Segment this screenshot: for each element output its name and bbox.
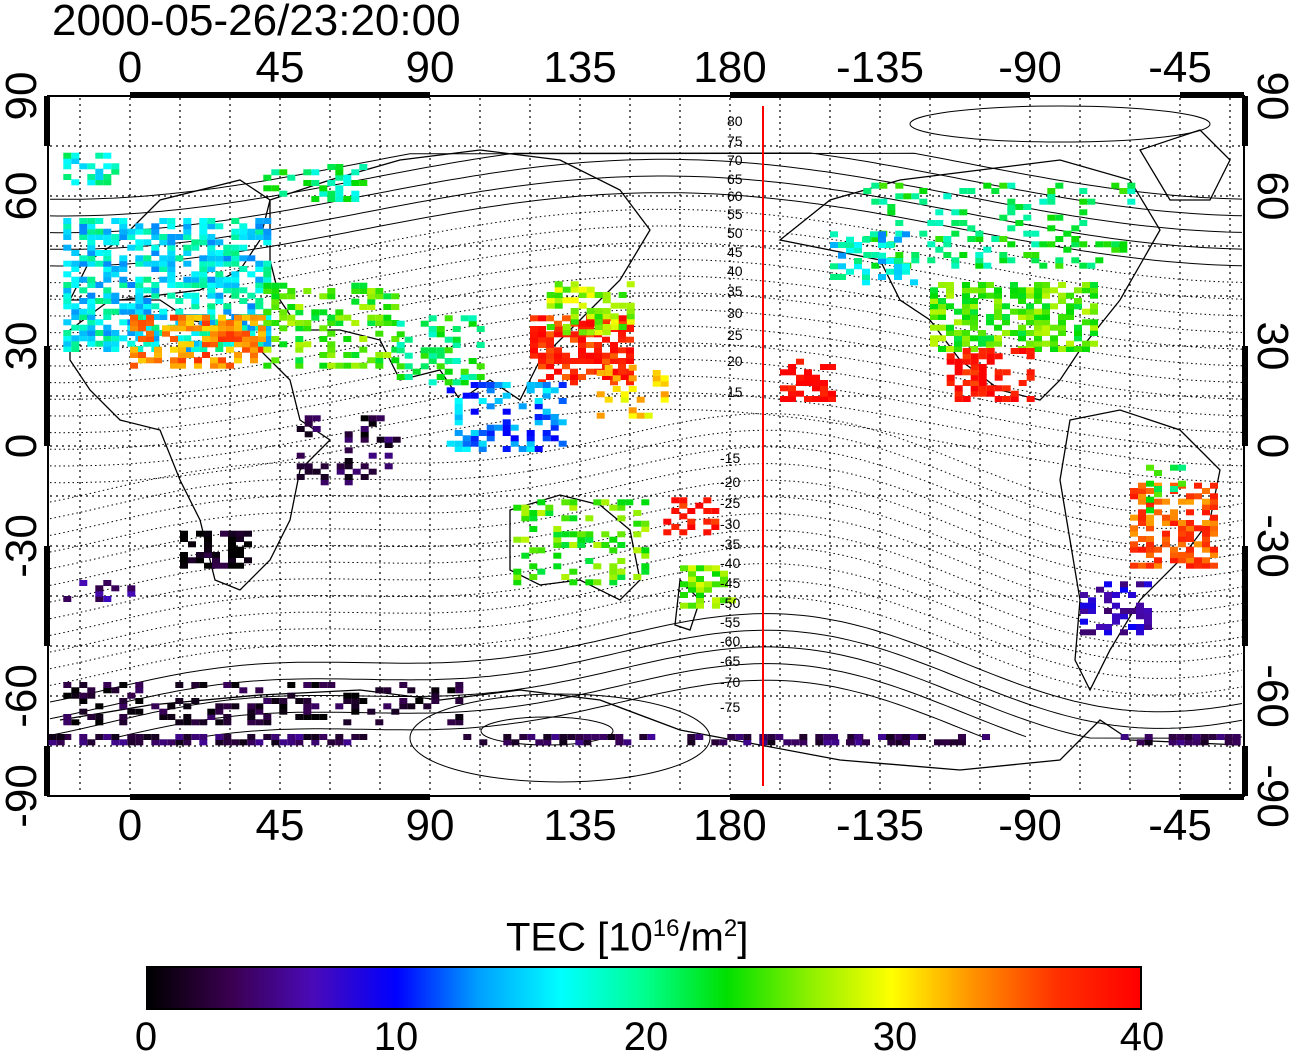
colorbar-tick: 10 [373,1015,419,1059]
lat-tick-left: -90 [0,764,46,828]
lon-tick-top: 45 [255,43,305,92]
lon-tick-bot: 0 [117,801,143,850]
tec-cells [48,152,1241,746]
lon-tick-top: 90 [405,43,455,92]
lon-tick-bot: -90 [998,801,1062,850]
contour-label: 60 [727,188,743,204]
colorbar-tick: 40 [1119,1015,1165,1059]
contour-label: 55 [727,206,743,222]
lon-tick-bot: 45 [255,801,305,850]
frame-ticks [44,92,1248,800]
lon-tick-bot: 180 [693,801,767,850]
contour-label: 50 [727,225,743,241]
lat-tick-left: 60 [0,171,46,221]
contour-label: -40 [720,555,740,571]
contour-label: 25 [727,327,743,343]
contour-label: -60 [720,633,740,649]
contour-label: 80 [727,113,743,129]
lon-tick-top: 180 [693,43,767,92]
lon-tick-bot: -45 [1148,801,1212,850]
lon-tick-top: -135 [835,43,925,92]
lon-tick-top: 135 [543,43,617,92]
contour-label: -20 [720,474,740,490]
contour-label: -70 [720,674,740,690]
lon-tick-bot: 135 [543,801,617,850]
colorbar [146,966,1142,1010]
colorbar-tick: 0 [134,1015,158,1059]
contour-label: 30 [727,305,743,321]
contour-label: 65 [727,171,743,187]
contour-label: 20 [727,353,743,369]
lon-tick-bot: -135 [835,801,925,850]
lon-tick-top: -45 [1148,43,1212,92]
colorbar-tick: 30 [872,1015,918,1059]
lon-tick-top: 0 [117,43,143,92]
magnetic-latitude-contours [49,105,1243,783]
lon-tick-bot: 90 [405,801,455,850]
colorbar-tick: 20 [623,1015,669,1059]
lat-tick-left: -30 [0,514,46,578]
contour-label: -50 [720,595,740,611]
contour-label: -75 [720,699,740,715]
lat-tick-right: -90 [1248,764,1292,828]
contour-label: 35 [727,283,743,299]
contour-label: 40 [727,263,743,279]
lat-tick-right: -30 [1248,514,1292,578]
contour-label: 70 [727,152,743,168]
contour-label: -55 [720,614,740,630]
contour-label: -65 [720,653,740,669]
lon-tick-top: -90 [998,43,1062,92]
map-title: 2000-05-26/23:20:00 [52,0,461,45]
contour-label: -30 [720,516,740,532]
contour-label: 15 [727,384,743,400]
lat-tick-right: 60 [1248,171,1292,221]
contour-label: -45 [720,575,740,591]
contour-label: 45 [727,244,743,260]
contour-label: -25 [720,495,740,511]
contour-label: 75 [727,133,743,149]
contour-label: -15 [720,450,740,466]
colorbar-label: TEC [1016/m2] [506,915,749,960]
contour-label: -35 [720,536,740,552]
